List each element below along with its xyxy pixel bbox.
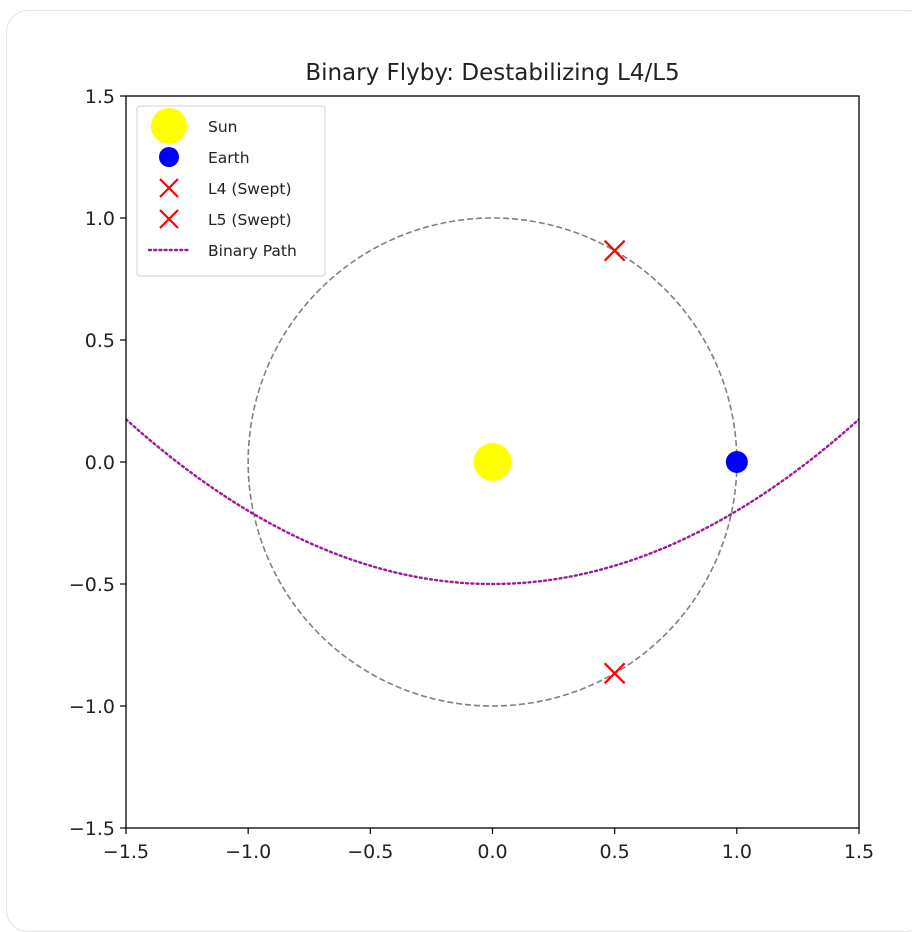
legend-l4-swept-stroke-b [159,178,179,198]
binary-path-line [126,418,859,586]
y-tick-label: 0.0 [85,452,115,474]
l4-swept-marker [603,239,626,262]
axis-ticks: −1.5 −1.0 −0.5 0.0 0.5 1.0 1.5 −1.5 −1.0 −0.5 0.0 0… [69,86,874,863]
legend-l4-swept-label: L4 (Swept) [208,180,292,198]
chart: Binary Flyby: Destabilizing L4/L5 −1.5 −1… [69,60,874,863]
x-tick-label: −1.0 [225,841,271,863]
legend-earth-label: Earth [208,149,250,167]
legend-l4-swept-swatch [159,178,179,198]
x-tick-label: 0.0 [477,841,507,863]
x-tick-label: −0.5 [347,841,393,863]
earth-marker [725,451,748,473]
y-tick-label: −0.5 [69,574,115,596]
y-tick-label: −1.5 [69,818,115,840]
legend-l5-swept-swatch [159,209,179,229]
legend-earth-swatch [159,147,179,167]
legend-l5-swept-label: L5 (Swept) [208,211,292,229]
legend-l5-swept-stroke-b [159,209,179,229]
l4-swept-stroke-b [603,239,626,262]
chart-title: Binary Flyby: Destabilizing L4/L5 [305,60,679,86]
x-tick-label: 1.0 [722,841,752,863]
y-tick-label: 1.5 [85,86,115,108]
l5-swept-marker [603,662,626,685]
legend-box [136,105,326,277]
legend-binary-path-label: Binary Path [208,242,297,260]
sun-marker [473,443,512,481]
x-tick-label: −1.5 [103,841,149,863]
x-tick-label: 1.5 [844,841,874,863]
y-tick-label: −1.0 [69,696,115,718]
legend: Sun Earth L4 (Swept) L5 (Swept) Binary Path [136,105,326,277]
plot-area [126,217,859,707]
y-tick-label: 0.5 [85,330,115,352]
y-tick-label: 1.0 [85,208,115,230]
legend-sun-label: Sun [208,118,238,136]
x-tick-label: 0.5 [600,841,630,863]
legend-sun-swatch [151,108,187,144]
l5-swept-stroke-b [603,662,626,685]
